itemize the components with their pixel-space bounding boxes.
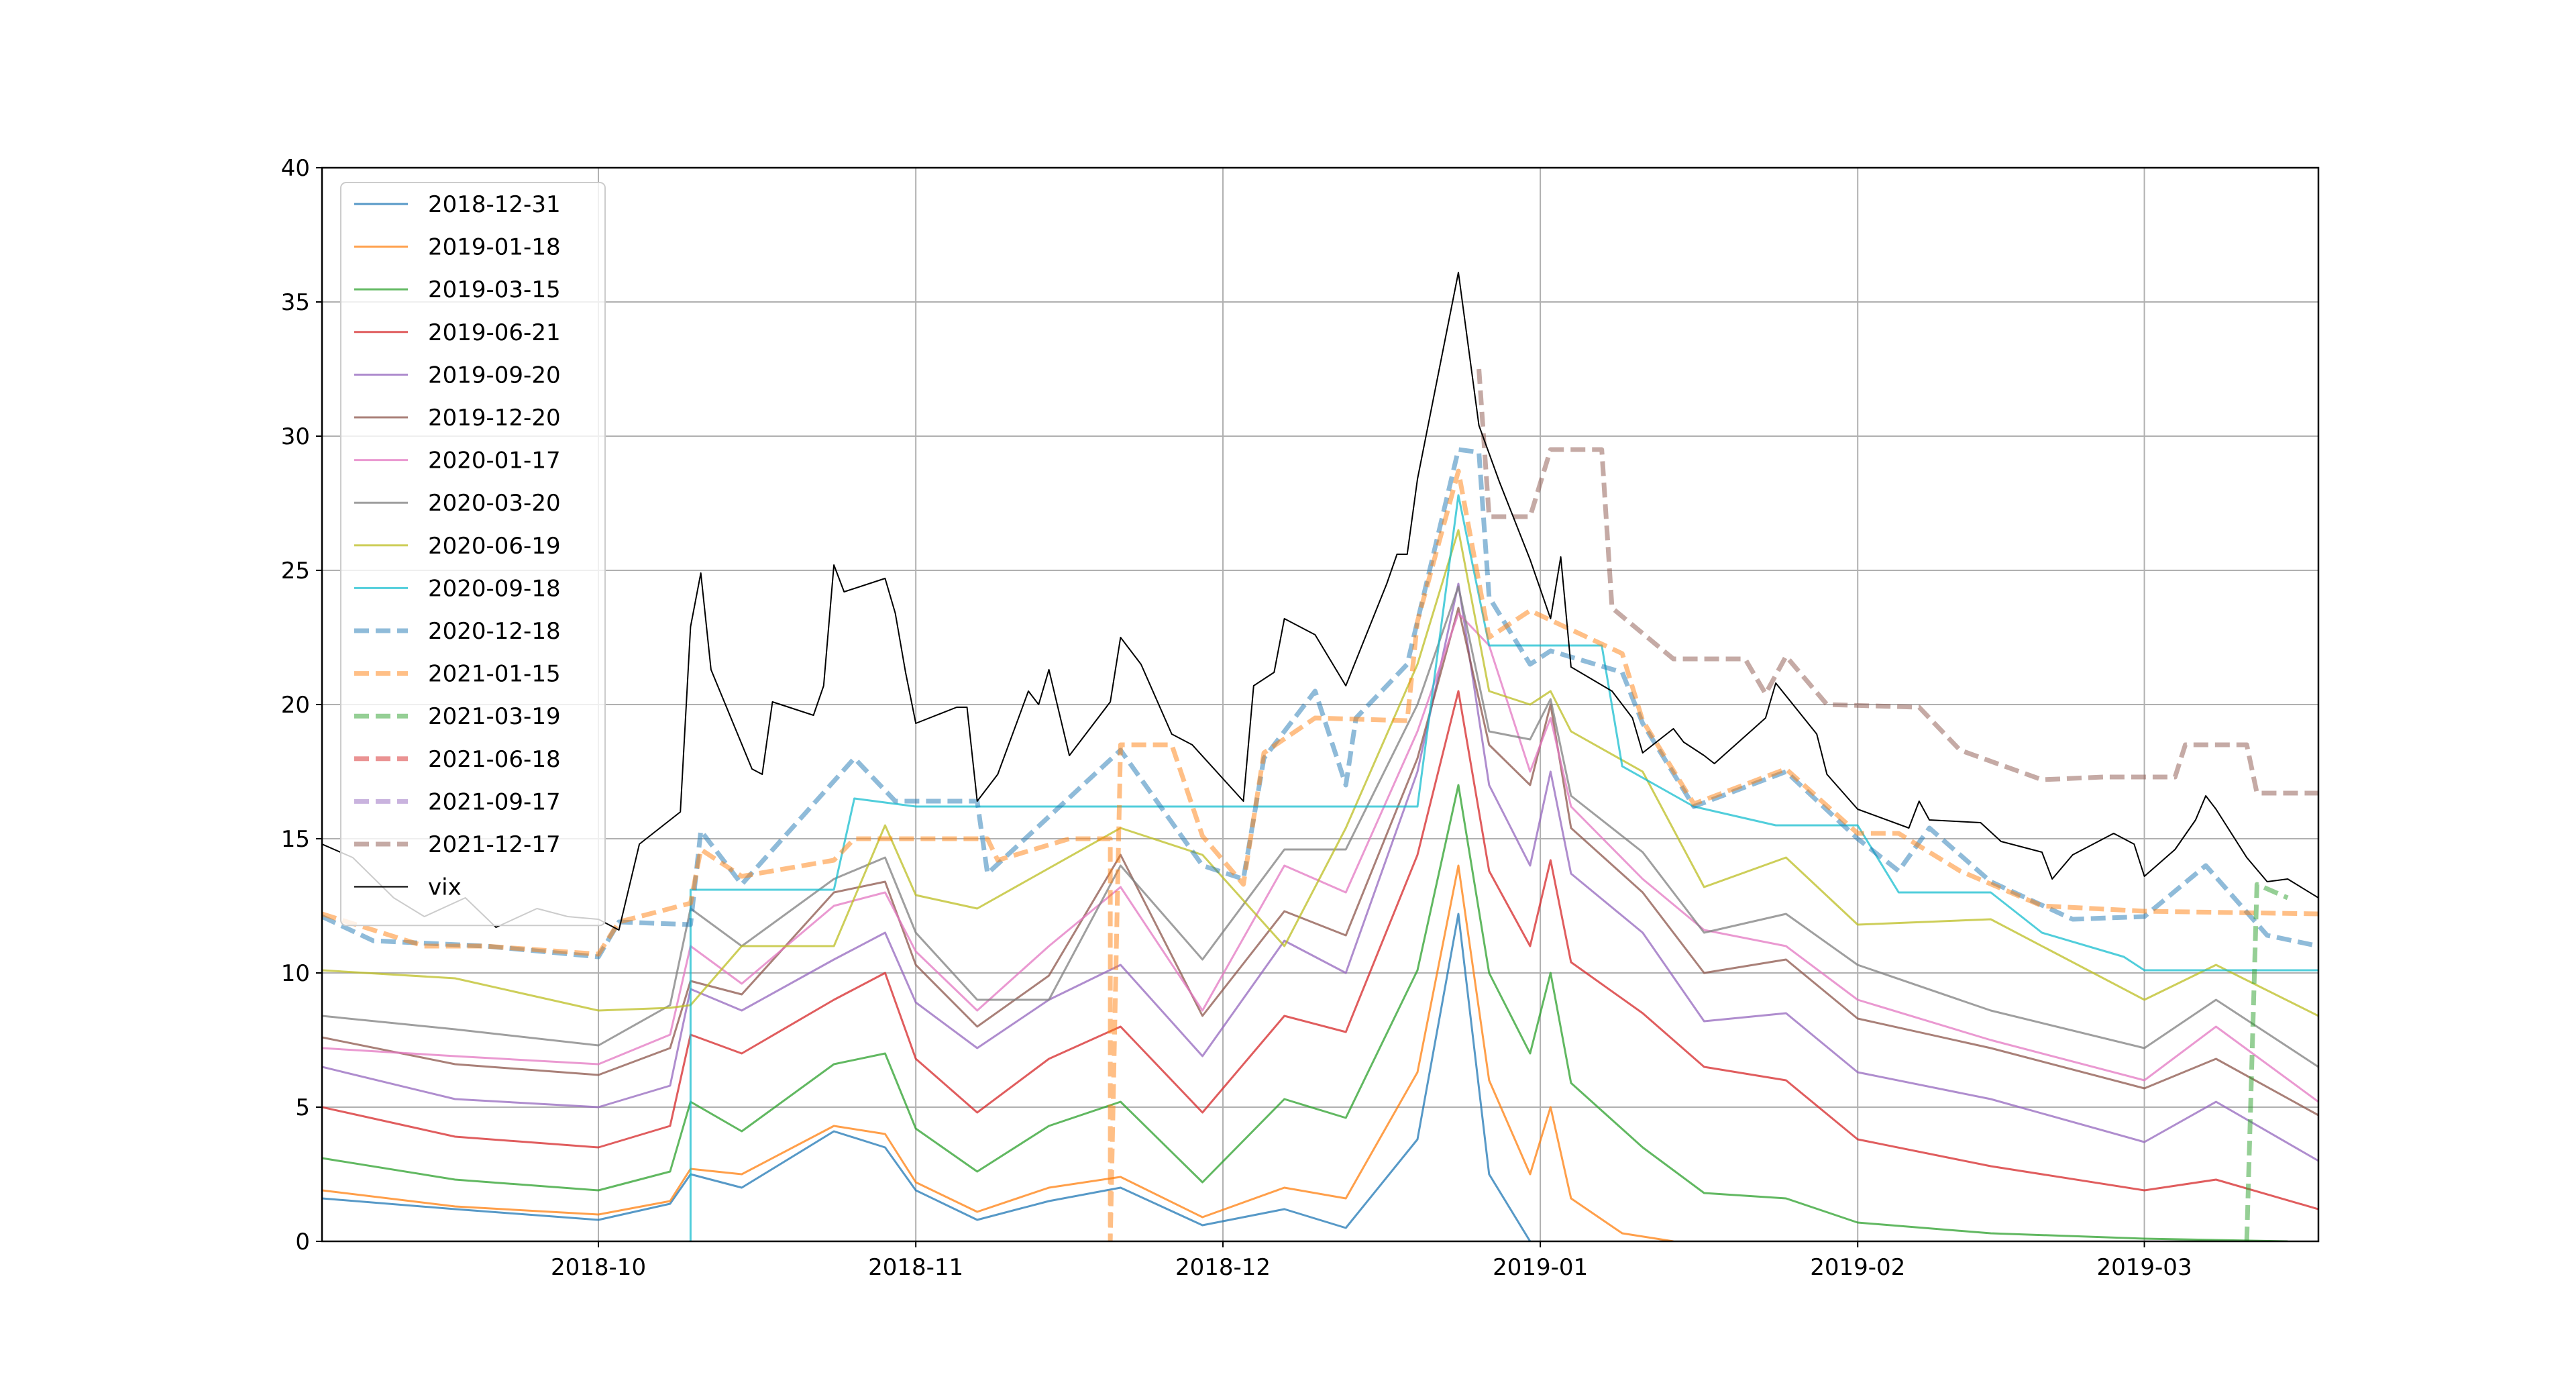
legend-label: 2021-12-17 <box>428 831 561 858</box>
y-tick-label: 40 <box>281 155 310 182</box>
series-line-2018-12-31 <box>322 913 1532 1241</box>
legend-label: 2019-01-18 <box>428 234 561 261</box>
legend-label: 2020-09-18 <box>428 575 561 602</box>
series-line-2020-09-18 <box>689 494 2318 1241</box>
y-tick-label: 10 <box>281 960 310 987</box>
x-tick-label: 2019-03 <box>2097 1254 2192 1281</box>
legend-label: 2021-06-18 <box>428 746 561 773</box>
legend-label: 2019-09-20 <box>428 362 561 389</box>
legend-box <box>340 182 606 927</box>
y-tick-label: 0 <box>295 1229 310 1255</box>
series-line-2021-12-17 <box>1477 368 2318 796</box>
axis-ticks: 0 5 10 15 20 25 30 35 40 2018-10 2018-11 2018-12 201… <box>281 155 2192 1281</box>
series-line-2020-06-19 <box>322 529 2318 1017</box>
legend-label: 2018-12-31 <box>428 191 561 218</box>
y-tick-label: 5 <box>295 1094 310 1121</box>
series-line-2021-01-15 <box>322 468 2318 1241</box>
series-lines <box>322 272 2318 1241</box>
series-line-2019-09-20 <box>322 582 2318 1162</box>
legend: 2018-12-31 2019-01-18 2019-03-15 2019-06-21… <box>340 182 606 927</box>
legend-label: 2021-01-15 <box>428 661 561 688</box>
series-line-2019-03-15 <box>322 784 2288 1241</box>
series-line-2019-06-21 <box>322 690 2318 1210</box>
series-line-2019-12-20 <box>322 607 2318 1117</box>
y-tick-label: 20 <box>281 692 310 719</box>
legend-label: vix <box>428 874 462 901</box>
series-line-vix <box>322 272 2318 931</box>
legend-label: 2020-06-19 <box>428 533 561 560</box>
series-line-2020-12-18 <box>322 447 2318 960</box>
x-tick-label: 2019-02 <box>1810 1254 1905 1281</box>
legend-label: 2019-03-15 <box>428 276 561 303</box>
x-tick-label: 2018-12 <box>1175 1254 1271 1281</box>
series-line-2019-01-18 <box>322 864 1674 1241</box>
legend-label: 2021-03-19 <box>428 703 561 730</box>
y-tick-label: 25 <box>281 558 310 584</box>
x-tick-label: 2019-01 <box>1493 1254 1588 1281</box>
x-tick-label: 2018-11 <box>868 1254 963 1281</box>
series-line-2020-03-20 <box>322 585 2318 1068</box>
legend-label: 2021-09-17 <box>428 788 561 815</box>
y-tick-label: 15 <box>281 826 310 853</box>
y-tick-label: 35 <box>281 289 310 316</box>
x-tick-label: 2018-10 <box>551 1254 646 1281</box>
legend-label: 2020-12-18 <box>428 618 561 645</box>
series-line-2020-01-17 <box>322 612 2318 1103</box>
legend-label: 2020-03-20 <box>428 490 561 517</box>
legend-label: 2019-12-20 <box>428 405 561 431</box>
legend-label: 2020-01-17 <box>428 448 561 474</box>
legend-label: 2019-06-21 <box>428 319 561 346</box>
y-tick-label: 30 <box>281 423 310 450</box>
series-line-2021-03-19 <box>2244 882 2289 1241</box>
